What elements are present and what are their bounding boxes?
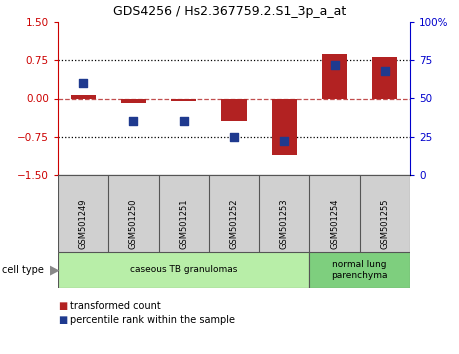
Bar bbox=[321, 53, 347, 98]
Text: GSM501255: GSM501255 bbox=[380, 199, 388, 249]
Point bbox=[381, 68, 388, 74]
Text: percentile rank within the sample: percentile rank within the sample bbox=[70, 315, 235, 325]
Text: GSM501251: GSM501251 bbox=[179, 199, 188, 249]
Bar bbox=[70, 95, 95, 98]
Text: ▶: ▶ bbox=[50, 263, 60, 276]
Text: GSM501252: GSM501252 bbox=[229, 199, 238, 249]
Point bbox=[129, 119, 137, 124]
Text: GSM501249: GSM501249 bbox=[78, 199, 88, 249]
Bar bbox=[271, 98, 296, 155]
Text: GSM501253: GSM501253 bbox=[279, 198, 288, 249]
Text: ■: ■ bbox=[58, 301, 67, 311]
Bar bbox=[371, 57, 397, 98]
Text: GSM501254: GSM501254 bbox=[330, 199, 338, 249]
Bar bbox=[121, 98, 146, 103]
Bar bbox=[58, 252, 309, 288]
Bar bbox=[309, 252, 409, 288]
Text: ■: ■ bbox=[58, 315, 67, 325]
Text: transformed count: transformed count bbox=[70, 301, 160, 311]
Point bbox=[79, 80, 87, 86]
Point bbox=[230, 134, 237, 139]
Point bbox=[330, 62, 337, 68]
Text: normal lung
parenchyma: normal lung parenchyma bbox=[331, 260, 387, 280]
Text: caseous TB granulomas: caseous TB granulomas bbox=[130, 266, 237, 274]
Bar bbox=[221, 98, 246, 121]
Bar bbox=[171, 98, 196, 101]
Point bbox=[280, 138, 287, 144]
Text: GSM501250: GSM501250 bbox=[129, 199, 138, 249]
Text: GDS4256 / Hs2.367759.2.S1_3p_a_at: GDS4256 / Hs2.367759.2.S1_3p_a_at bbox=[113, 6, 346, 18]
Point bbox=[179, 119, 187, 124]
Text: cell type: cell type bbox=[2, 265, 44, 275]
